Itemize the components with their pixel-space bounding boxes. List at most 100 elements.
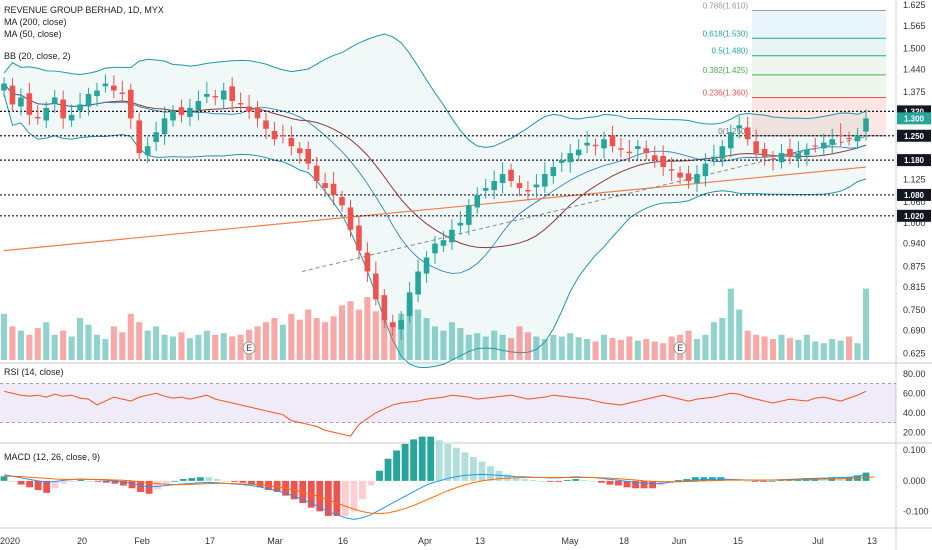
candle-body [643, 148, 650, 154]
volume-bar [685, 330, 692, 360]
macd-hist-bar [845, 477, 853, 481]
x-tick-label: Jul [812, 536, 824, 546]
volume-bar [313, 318, 320, 360]
candle-body [153, 132, 159, 143]
macd-hist-bar [751, 480, 759, 482]
macd-hist-bar [43, 480, 51, 493]
volume-bar [761, 336, 768, 360]
candle-body [136, 120, 143, 154]
candle-body [558, 160, 565, 163]
macd-hist-bar [341, 480, 349, 516]
volume-bar [43, 322, 50, 360]
price-tick-label: 0.815 [903, 282, 926, 292]
price-tick-label: 1.500 [903, 44, 926, 54]
fib-label: 0.618(1.530) [703, 29, 749, 38]
x-tick-label: Jun [672, 536, 687, 546]
candle-body [491, 181, 497, 191]
candle-body [474, 194, 481, 208]
fib-label: 0.5(1.480) [712, 47, 749, 56]
volume-bar [0, 313, 8, 360]
candle-body [381, 295, 388, 321]
volume-bar [609, 338, 616, 360]
macd-hist-bar [68, 480, 76, 482]
x-tick-label: 2020 [0, 536, 20, 546]
macd-hist-bar [691, 477, 699, 481]
macd-hist-bar [26, 480, 34, 488]
price-tick-label: 0.940 [903, 239, 926, 249]
volume-bar [558, 336, 565, 360]
macd-hist-bar [51, 480, 59, 489]
macd-hist-bar [461, 452, 469, 481]
macd-hist-bar [137, 480, 144, 492]
volume-bar [600, 334, 608, 360]
x-tick-label: 16 [338, 536, 348, 546]
volume-bar [153, 326, 160, 360]
candle-body [280, 135, 286, 137]
volume-bar [77, 318, 84, 360]
macd-hist-bar [743, 480, 750, 482]
candle-body [127, 89, 134, 119]
macd-hist-bar [256, 480, 264, 488]
candle-body [761, 148, 768, 157]
volume-bar [372, 311, 379, 360]
candle-body [542, 174, 548, 187]
candle-body [508, 169, 514, 181]
volume-bar [68, 336, 75, 360]
fib-label: 0(1.250) [718, 127, 748, 136]
macd-hist-bar [188, 478, 196, 481]
macd-hist-bar [606, 480, 614, 485]
candle-body [322, 183, 328, 188]
macd-hist-bar [77, 479, 85, 481]
macd-pane [0, 436, 875, 520]
macd-hist-bar [427, 436, 435, 481]
x-tick-label: Mar [267, 536, 283, 546]
price-tick-label: 1.000 [903, 218, 926, 228]
rsi-tick-label: 60.00 [903, 388, 926, 398]
candle-body [51, 97, 58, 104]
volume-bar [203, 330, 210, 360]
signal-line [4, 475, 875, 514]
x-tick-label: May [561, 536, 579, 546]
macd-hist-bar [452, 447, 460, 481]
macd-hist-bar [222, 480, 230, 482]
macd-hist-bar [384, 458, 392, 481]
macd-hist-bar [205, 477, 213, 481]
volume-bar [322, 322, 329, 360]
macd-hist-bar [316, 480, 324, 512]
candle-body [254, 107, 261, 119]
candle-body [68, 114, 75, 121]
volume-bar [524, 332, 532, 360]
legend-ma50: MA (50, close) [4, 29, 62, 39]
price-tick-label: 1.125 [903, 174, 926, 184]
volume-bar [634, 340, 641, 360]
macd-hist-bar [589, 480, 597, 482]
volume-bar [440, 330, 447, 360]
volume-bar [778, 334, 785, 360]
legend-ma200: MA (200, close) [4, 17, 67, 27]
price-badge-label: 1.020 [904, 212, 925, 221]
macd-hist-bar [213, 479, 221, 481]
volume-bar [271, 318, 278, 360]
volume-bar [803, 334, 810, 360]
macd-hist-bar [700, 477, 708, 481]
candle-body [702, 163, 709, 177]
candle-body [719, 146, 726, 159]
price-tick-label: 1.625 [903, 0, 926, 10]
volume-bar [406, 299, 413, 360]
macd-hist-bar [512, 477, 520, 481]
macd-hist-bar [239, 480, 247, 483]
candle-body [161, 118, 168, 135]
x-tick-label: Apr [418, 536, 432, 546]
volume-bar [508, 338, 515, 360]
macd-hist-bar [103, 480, 110, 483]
candle-body [550, 167, 557, 177]
bb-upper-line [3, 33, 867, 148]
candle-body [389, 322, 396, 328]
volume-bar [448, 322, 455, 360]
macd-hist-bar [572, 479, 580, 481]
candle-body [330, 183, 337, 195]
volume-bar [727, 288, 734, 360]
macd-hist-bar [111, 480, 119, 484]
candle-body [846, 137, 852, 140]
candle-body [77, 104, 83, 111]
